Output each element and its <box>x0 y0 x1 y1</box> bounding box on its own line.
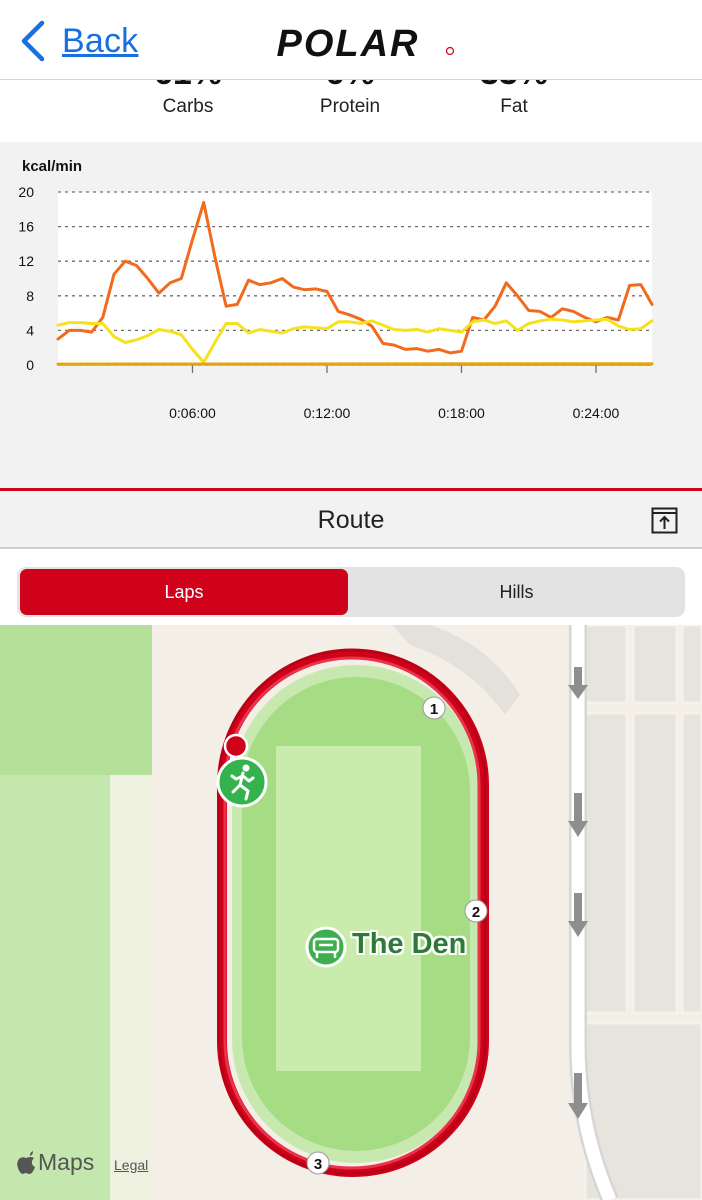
y-tick-label: 16 <box>18 219 34 235</box>
stadium-poi-icon[interactable] <box>305 926 347 968</box>
route-header: Route <box>0 491 702 549</box>
land-strip <box>110 775 152 1200</box>
macro-carbs-value: 61% <box>118 80 258 93</box>
macro-fat-value: 33% <box>444 80 584 93</box>
energy-chart-section: 0 4 8 12 16 20 0:06:00 0:12:00 0:18:00 0:24:00 kc… <box>0 142 702 488</box>
brand-wordmark: POLAR <box>277 23 420 62</box>
back-label: Back <box>62 21 139 60</box>
registered-mark <box>445 46 455 56</box>
svg-text:2: 2 <box>472 904 480 921</box>
legal-link[interactable]: Legal <box>114 1157 149 1173</box>
macro-fat-label: Fat <box>500 96 528 117</box>
map-canvas[interactable]: 1 2 3 <box>0 625 702 1200</box>
series-line-1 <box>56 200 654 355</box>
y-tick-label: 0 <box>26 357 34 373</box>
lap-marker-1[interactable]: 1 <box>422 696 446 720</box>
route-tabs: Laps Hills <box>17 567 685 617</box>
apple-logo-icon <box>17 1150 35 1174</box>
chevron-left-icon <box>21 20 45 62</box>
series-line-2 <box>56 317 654 364</box>
macro-protein-value: 6% <box>280 80 420 93</box>
apple-maps-attribution: Maps <box>16 1149 94 1176</box>
route-title: Route <box>317 506 385 534</box>
chart-y-unit: kcal/min <box>22 158 83 175</box>
macro-carbs-label: Carbs <box>162 96 214 117</box>
x-tick-label: 0:24:00 <box>573 405 620 421</box>
lap-marker-3[interactable]: 3 <box>306 1151 330 1175</box>
macro-breakdown: 61% Carbs 6% Protein 33% Fat <box>0 80 702 142</box>
road-direction-arrows <box>568 667 588 1119</box>
y-tick-label: 12 <box>18 253 34 269</box>
lap-marker-2[interactable]: 2 <box>464 899 488 923</box>
route-tabs-area: Laps Hills <box>0 551 702 625</box>
venue-label[interactable]: The Den <box>352 928 467 960</box>
buildings <box>583 625 702 1200</box>
export-icon[interactable] <box>651 507 678 534</box>
svg-text:3: 3 <box>314 1156 322 1173</box>
back-button[interactable]: Back <box>18 18 138 64</box>
park-area-lower <box>0 775 110 1200</box>
runner-icon[interactable] <box>216 756 268 808</box>
polar-logo: POLAR <box>277 23 455 62</box>
y-tick-label: 8 <box>26 288 34 304</box>
structure <box>392 625 520 715</box>
plot-area <box>58 192 652 365</box>
tab-hills[interactable]: Hills <box>499 581 534 602</box>
section-divider <box>0 488 702 491</box>
energy-expenditure-chart[interactable]: 0 4 8 12 16 20 0:06:00 0:12:00 0:18:00 0:24:00 <box>0 142 702 488</box>
maps-provider-label: Maps <box>38 1149 95 1175</box>
y-tick-label: 4 <box>26 322 34 338</box>
road <box>571 625 616 1200</box>
x-tick-label: 0:18:00 <box>438 405 485 421</box>
x-tick-label: 0:06:00 <box>169 405 216 421</box>
svg-text:1: 1 <box>430 701 438 718</box>
tab-laps[interactable]: Laps <box>20 569 348 615</box>
macro-protein-label: Protein <box>319 96 381 117</box>
route-map[interactable]: 1 2 3 The Den Map <box>0 625 702 1200</box>
route-start-point[interactable] <box>223 733 249 759</box>
x-tick-label: 0:12:00 <box>304 405 351 421</box>
y-tick-label: 20 <box>18 184 34 200</box>
stadium-pitch <box>276 746 421 1071</box>
app-header: Back POLAR <box>0 0 702 80</box>
